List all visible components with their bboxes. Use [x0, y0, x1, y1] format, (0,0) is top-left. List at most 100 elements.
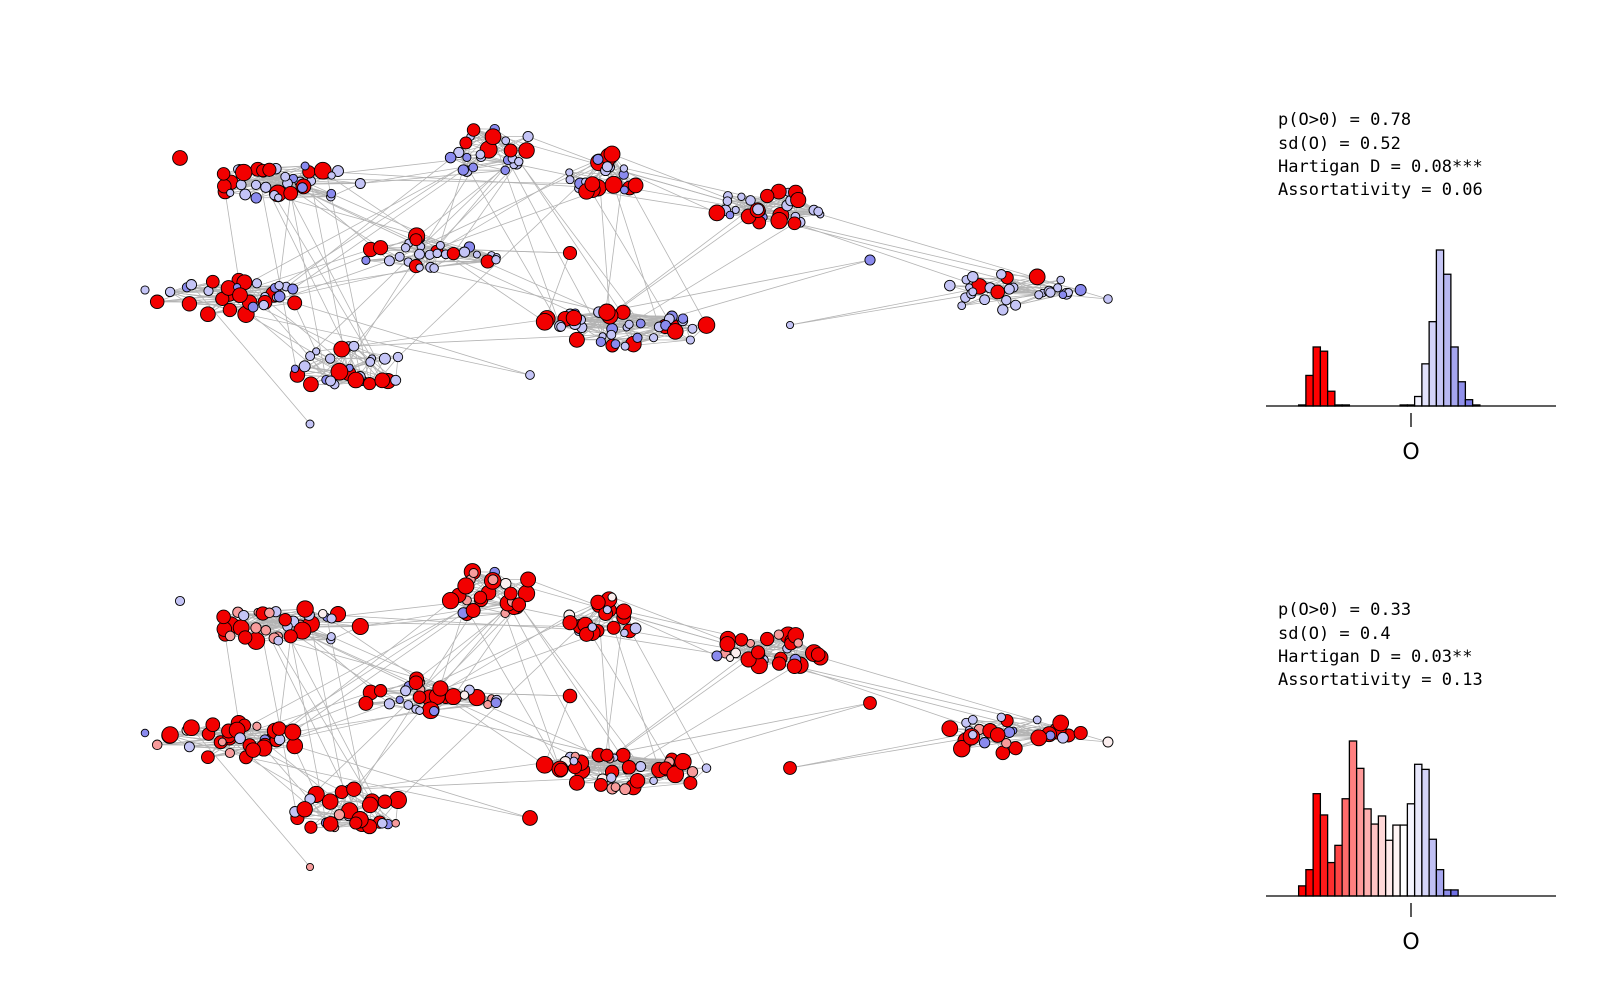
- network-edge: [458, 595, 561, 770]
- network-node: [389, 791, 407, 809]
- network-node: [383, 255, 395, 267]
- network-node: [620, 628, 629, 638]
- network-node: [863, 696, 877, 710]
- network-node: [258, 299, 269, 311]
- network-node: [569, 756, 579, 766]
- network-edge: [330, 358, 383, 381]
- network-node: [284, 723, 302, 741]
- network-node: [487, 574, 499, 586]
- network-node: [304, 820, 318, 834]
- network-edge: [458, 152, 561, 327]
- histogram-bar: [1450, 889, 1459, 897]
- network-edge: [492, 136, 561, 327]
- network-node: [305, 862, 315, 872]
- network-node: [511, 597, 527, 612]
- network-node: [941, 720, 959, 737]
- network-node: [358, 695, 374, 711]
- network-node: [374, 372, 391, 389]
- network-edge: [1015, 293, 1067, 306]
- network-edge: [389, 260, 607, 313]
- network-node: [602, 605, 612, 615]
- network-node: [584, 176, 601, 192]
- network-edge: [278, 193, 292, 286]
- network-node: [273, 635, 284, 646]
- network-edge: [628, 222, 795, 325]
- network-node: [771, 656, 787, 671]
- network-node: [183, 719, 200, 737]
- network-edge: [278, 636, 292, 729]
- stat-sd: sd(O) = 0.4: [1278, 624, 1391, 644]
- network-edge: [264, 597, 481, 740]
- network-edge: [360, 169, 506, 184]
- network-node: [786, 658, 803, 674]
- network-node: [312, 347, 321, 356]
- network-node: [395, 695, 404, 704]
- network-node: [619, 783, 631, 796]
- network-node: [264, 607, 275, 619]
- network-node: [462, 152, 472, 162]
- network-node: [683, 776, 698, 790]
- network-edge: [574, 761, 670, 768]
- network-edge: [360, 159, 509, 184]
- network-node: [247, 301, 259, 313]
- network-node: [205, 717, 221, 733]
- histogram-bar: [1450, 346, 1459, 407]
- network-top-nodes: [140, 123, 1113, 429]
- network-node: [287, 283, 299, 295]
- network-node: [475, 149, 486, 160]
- network-node: [719, 636, 736, 653]
- network-node: [373, 684, 388, 698]
- network-node: [810, 647, 826, 662]
- network-node: [1001, 738, 1012, 749]
- network-node: [260, 181, 272, 193]
- network-node: [394, 251, 405, 262]
- network-edge: [794, 222, 980, 287]
- histogram-top: O: [1266, 249, 1556, 465]
- network-edge: [450, 157, 506, 171]
- network-node: [606, 772, 617, 783]
- network-node: [226, 188, 235, 197]
- network-edge: [574, 318, 670, 325]
- network-node: [333, 340, 351, 358]
- network-edge: [257, 169, 298, 376]
- network-node: [296, 801, 313, 818]
- network-node: [1030, 729, 1048, 747]
- network-node: [151, 739, 163, 751]
- network-node: [327, 171, 336, 180]
- network-node: [1008, 741, 1023, 756]
- network-edge: [273, 637, 373, 802]
- network-node: [1053, 283, 1063, 293]
- network-node: [373, 240, 389, 256]
- network-node: [234, 732, 246, 745]
- network-edge: [274, 194, 492, 256]
- network-node: [615, 603, 632, 620]
- network-node: [412, 690, 427, 704]
- network-node: [251, 278, 262, 289]
- network-node: [325, 375, 337, 387]
- network-node: [687, 323, 698, 334]
- network-node: [140, 285, 150, 295]
- network-node: [565, 168, 574, 177]
- network-node: [403, 700, 414, 710]
- network-edge: [727, 200, 819, 212]
- network-node: [326, 632, 336, 642]
- network-node: [770, 211, 788, 230]
- network-node: [595, 336, 607, 348]
- histogram-bar: [1319, 350, 1329, 407]
- network-node: [252, 721, 262, 731]
- network-node: [503, 143, 518, 158]
- network-edge: [353, 774, 676, 790]
- network-node: [1058, 290, 1068, 299]
- network-node: [1045, 287, 1056, 298]
- network-node: [752, 203, 764, 216]
- network-node: [785, 320, 795, 330]
- network-node: [161, 726, 179, 744]
- stats-bottom: p(O>0) = 0.33 sd(O) = 0.4 Hartigan D = 0…: [1278, 600, 1483, 690]
- network-node: [457, 164, 469, 176]
- network-node: [619, 164, 629, 173]
- network-node: [635, 761, 647, 772]
- network-node: [457, 577, 475, 595]
- histogram-bar: [1355, 767, 1365, 897]
- network-node: [500, 165, 510, 176]
- network-node: [1056, 275, 1065, 285]
